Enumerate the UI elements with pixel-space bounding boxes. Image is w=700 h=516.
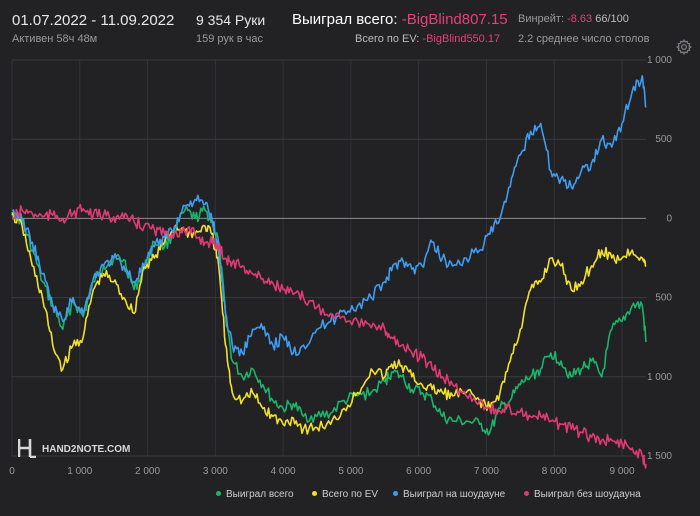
- y-tick-label: 1 000: [647, 55, 672, 66]
- winrate: Винрейт: -8.63 66/100: [518, 13, 629, 25]
- y-tick-label: 500: [655, 293, 672, 304]
- x-tick-label: 6 000: [406, 466, 431, 477]
- legend-swatch: [312, 490, 317, 496]
- legend-item[interactable]: Всего по EV: [312, 489, 378, 500]
- won-total-label: Выиграл всего:: [292, 11, 398, 28]
- legend-label: Всего по EV: [322, 489, 379, 500]
- x-tick-label: 9 000: [609, 466, 634, 477]
- won-total: Выиграл всего: -BigBlind807.15: [292, 11, 508, 28]
- legend-label: Выиграл без шоудауна: [534, 489, 641, 500]
- hands-count: 9 354 Руки: [196, 12, 266, 28]
- chart-legend: Выиграл всего Всего по EV Выиграл на шоуда…: [0, 489, 700, 505]
- series-line-3: [11, 75, 647, 357]
- winrate-value: -8.63: [567, 13, 593, 25]
- x-tick-label: 7 000: [474, 466, 499, 477]
- x-tick-label: 1 000: [67, 466, 92, 477]
- hand2note-logo-icon: HAND2NOTE.COM: [17, 439, 130, 459]
- legend-item[interactable]: Выиграл на шоудауне: [393, 489, 505, 500]
- legend-item[interactable]: Выиграл всего: [216, 489, 294, 500]
- all-in-ev-value: -BigBlind550.17: [422, 33, 501, 45]
- x-tick-label: 0: [9, 466, 15, 477]
- winrate-label: Винрейт:: [518, 13, 565, 25]
- x-tick-label: 8 000: [542, 466, 567, 477]
- series-line-2: [11, 211, 647, 435]
- y-tick-label: 1 500: [647, 451, 672, 462]
- stats-header: 01.07.2022 - 11.09.2022 Активен 58ч 48м …: [0, 0, 700, 52]
- all-in-ev-label: Всего по EV:: [355, 33, 420, 45]
- x-tick-label: 4 000: [271, 466, 296, 477]
- avg-tables: 2.2 среднее число столов: [518, 33, 650, 45]
- legend-swatch: [393, 490, 398, 496]
- legend-swatch: [216, 490, 221, 496]
- legend-swatch: [524, 490, 529, 496]
- date-range[interactable]: 01.07.2022 - 11.09.2022: [12, 12, 175, 29]
- y-tick-label: 500: [655, 134, 672, 145]
- logo-text: HAND2NOTE.COM: [42, 444, 130, 455]
- winnings-graph: 0 1 000 2 000 3 000 4 000 5 000 6 000 7 000 8 00…: [9, 55, 672, 477]
- hands-per-hour: 159 рук в час: [196, 33, 264, 45]
- winrate-unit: 66/100: [595, 13, 629, 25]
- x-tick-label: 3 000: [203, 466, 228, 477]
- legend-label: Выиграл всего: [226, 489, 294, 500]
- series-line-4: [12, 203, 647, 469]
- x-tick-label: 5 000: [338, 466, 363, 477]
- y-tick-label: 0: [666, 213, 672, 224]
- won-total-value: -BigBlind807.15: [401, 11, 508, 28]
- legend-label: Выиграл на шоудауне: [403, 489, 506, 500]
- series-line-1: [11, 205, 647, 436]
- gear-icon[interactable]: [675, 38, 693, 56]
- x-tick-label: 2 000: [135, 466, 160, 477]
- y-tick-label: 1 000: [647, 372, 672, 383]
- legend-item[interactable]: Выиграл без шоудауна: [524, 489, 641, 500]
- active-time: Активен 58ч 48м: [12, 33, 98, 45]
- all-in-ev: Всего по EV: -BigBlind550.17: [355, 33, 500, 45]
- hand2note-logo: HAND2NOTE.COM: [17, 438, 148, 463]
